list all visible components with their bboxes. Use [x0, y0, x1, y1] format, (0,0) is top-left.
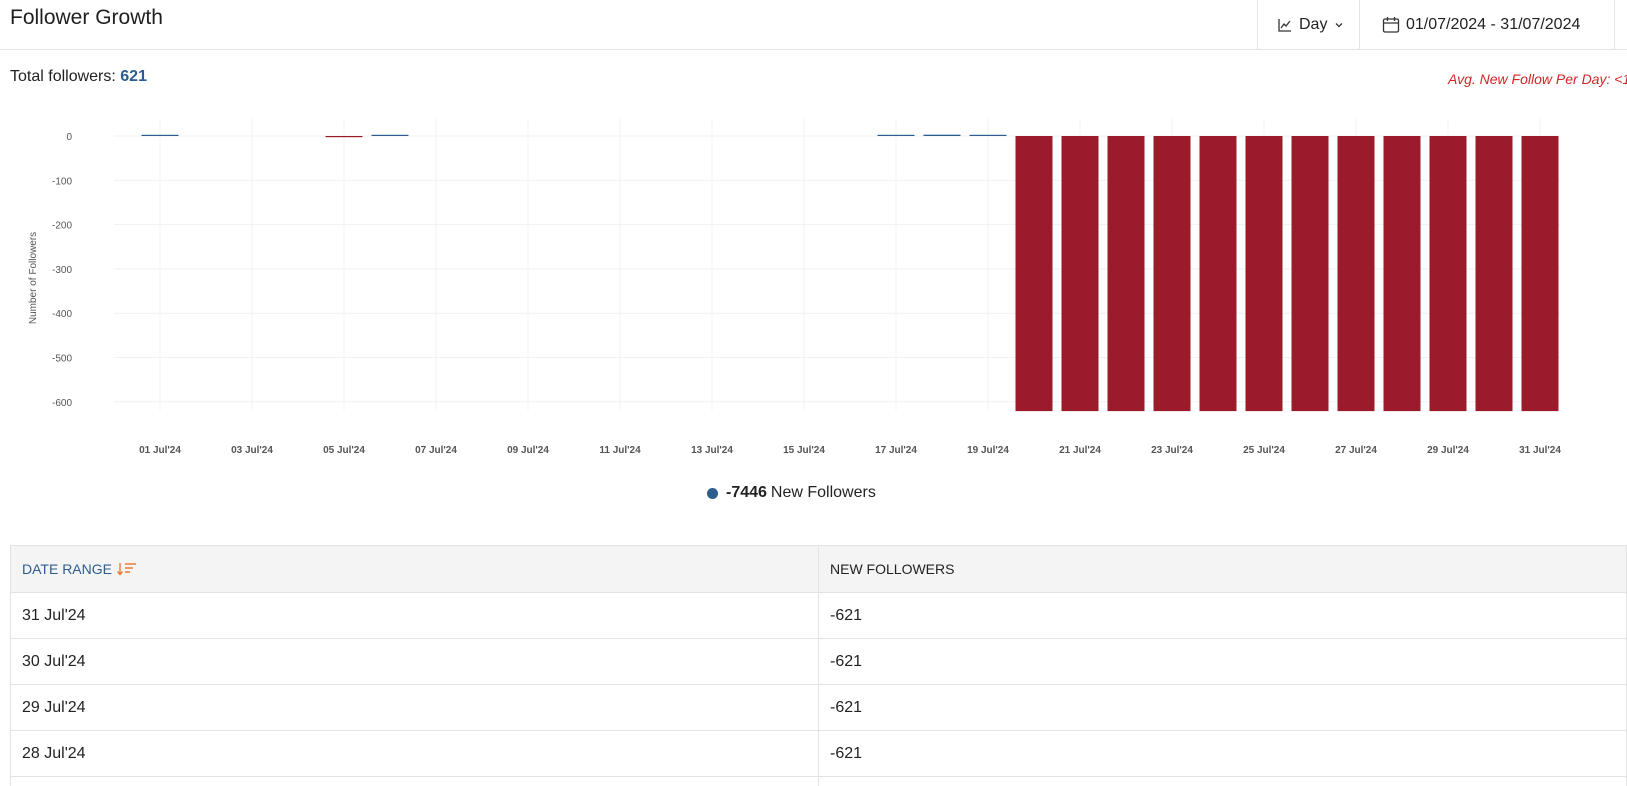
x-tick-label: 29 Jul'24	[1427, 445, 1469, 456]
legend-total: -7446	[726, 484, 767, 501]
cell-new-followers: -621	[819, 685, 1627, 730]
followers-table: DATE RANGE NEW FOLLOWERS 31 Jul'24 -621 …	[10, 545, 1627, 786]
x-tick-label: 09 Jul'24	[507, 445, 549, 456]
bar	[325, 136, 363, 138]
column-header-date-range-label: DATE RANGE	[22, 561, 112, 577]
column-header-new-followers[interactable]: NEW FOLLOWERS	[819, 546, 1627, 592]
date-range-picker[interactable]: 01/07/2024 - 31/07/2024	[1360, 0, 1614, 50]
total-followers-value: 621	[120, 68, 147, 85]
date-range-label: 01/07/2024 - 31/07/2024	[1406, 16, 1581, 33]
x-tick-label: 21 Jul'24	[1059, 445, 1101, 456]
cell-date: 29 Jul'24	[11, 685, 819, 730]
y-tick-label: -300	[52, 265, 72, 276]
x-tick-label: 07 Jul'24	[415, 445, 457, 456]
table-row: 31 Jul'24 -621	[11, 593, 1627, 639]
y-tick-label: -500	[52, 354, 72, 365]
x-tick-label: 15 Jul'24	[783, 445, 825, 456]
table-row: 30 Jul'24 -621	[11, 639, 1627, 685]
page-title: Follower Growth	[10, 6, 163, 29]
y-tick-label: -600	[52, 398, 72, 409]
x-tick-label: 17 Jul'24	[875, 445, 917, 456]
column-header-date-range[interactable]: DATE RANGE	[11, 546, 819, 592]
x-tick-label: 23 Jul'24	[1151, 445, 1193, 456]
x-tick-label: 01 Jul'24	[139, 445, 181, 456]
y-tick-label: 0	[66, 132, 72, 143]
bar	[1245, 136, 1283, 412]
bar	[371, 134, 409, 136]
line-chart-icon	[1278, 18, 1292, 32]
table-row: 28 Jul'24 -621	[11, 731, 1627, 777]
header-divider	[1359, 0, 1360, 50]
bar	[877, 134, 915, 136]
sort-descending-icon[interactable]	[116, 562, 137, 576]
bar	[969, 134, 1007, 136]
chevron-down-icon	[1334, 20, 1344, 30]
header-divider	[1257, 0, 1258, 50]
y-tick-label: -100	[52, 176, 72, 187]
legend-label: New Followers	[770, 484, 876, 501]
bar	[1521, 136, 1559, 412]
bar	[1153, 136, 1191, 412]
view-granularity-dropdown[interactable]: Day	[1258, 0, 1358, 50]
cell-date	[11, 777, 819, 786]
bar	[1199, 136, 1237, 412]
bar	[923, 134, 961, 136]
y-tick-label: -200	[52, 221, 72, 232]
y-tick-label: -400	[52, 309, 72, 320]
bar	[1429, 136, 1467, 412]
cell-new-followers: -621	[819, 639, 1627, 684]
legend-new-followers[interactable]: -7446 New Followers	[707, 484, 876, 502]
cell-date: 30 Jul'24	[11, 639, 819, 684]
avg-new-follow-per-day: Avg. New Follow Per Day: <1	[1448, 71, 1627, 87]
bar	[1061, 136, 1099, 412]
y-axis-label: Number of Followers	[28, 232, 39, 324]
x-tick-label: 11 Jul'24	[599, 445, 641, 456]
cell-new-followers: -621	[819, 731, 1627, 776]
cell-date: 28 Jul'24	[11, 731, 819, 776]
bar	[1015, 136, 1053, 412]
x-tick-label: 03 Jul'24	[231, 445, 273, 456]
cell-new-followers	[819, 777, 1627, 786]
bar	[1383, 136, 1421, 412]
x-tick-label: 19 Jul'24	[967, 445, 1009, 456]
total-followers: Total followers: 621	[10, 68, 147, 86]
header-divider	[1614, 0, 1615, 50]
bar	[1337, 136, 1375, 412]
cell-new-followers: -621	[819, 593, 1627, 638]
bar	[1107, 136, 1145, 412]
bar	[1291, 136, 1329, 412]
legend-dot	[707, 487, 718, 499]
x-tick-label: 25 Jul'24	[1243, 445, 1285, 456]
view-granularity-label: Day	[1299, 16, 1328, 33]
follower-growth-chart: 0 -100 -200 -300 -400 -500 -600 01 Jul'24 03 Jul…	[28, 118, 1561, 456]
table-row	[11, 777, 1627, 786]
cell-date: 31 Jul'24	[11, 593, 819, 638]
bar	[1475, 136, 1513, 412]
table-row: 29 Jul'24 -621	[11, 685, 1627, 731]
x-tick-label: 27 Jul'24	[1335, 445, 1377, 456]
total-followers-label: Total followers:	[10, 68, 116, 85]
header-bar: Follower Growth Day 01/07/2024 - 31/07/2…	[0, 0, 1627, 50]
calendar-icon	[1382, 16, 1400, 34]
table-header-row: DATE RANGE NEW FOLLOWERS	[11, 546, 1627, 593]
x-tick-label: 13 Jul'24	[691, 445, 733, 456]
bar	[141, 134, 179, 136]
x-tick-label: 05 Jul'24	[323, 445, 365, 456]
x-tick-label: 31 Jul'24	[1519, 445, 1561, 456]
